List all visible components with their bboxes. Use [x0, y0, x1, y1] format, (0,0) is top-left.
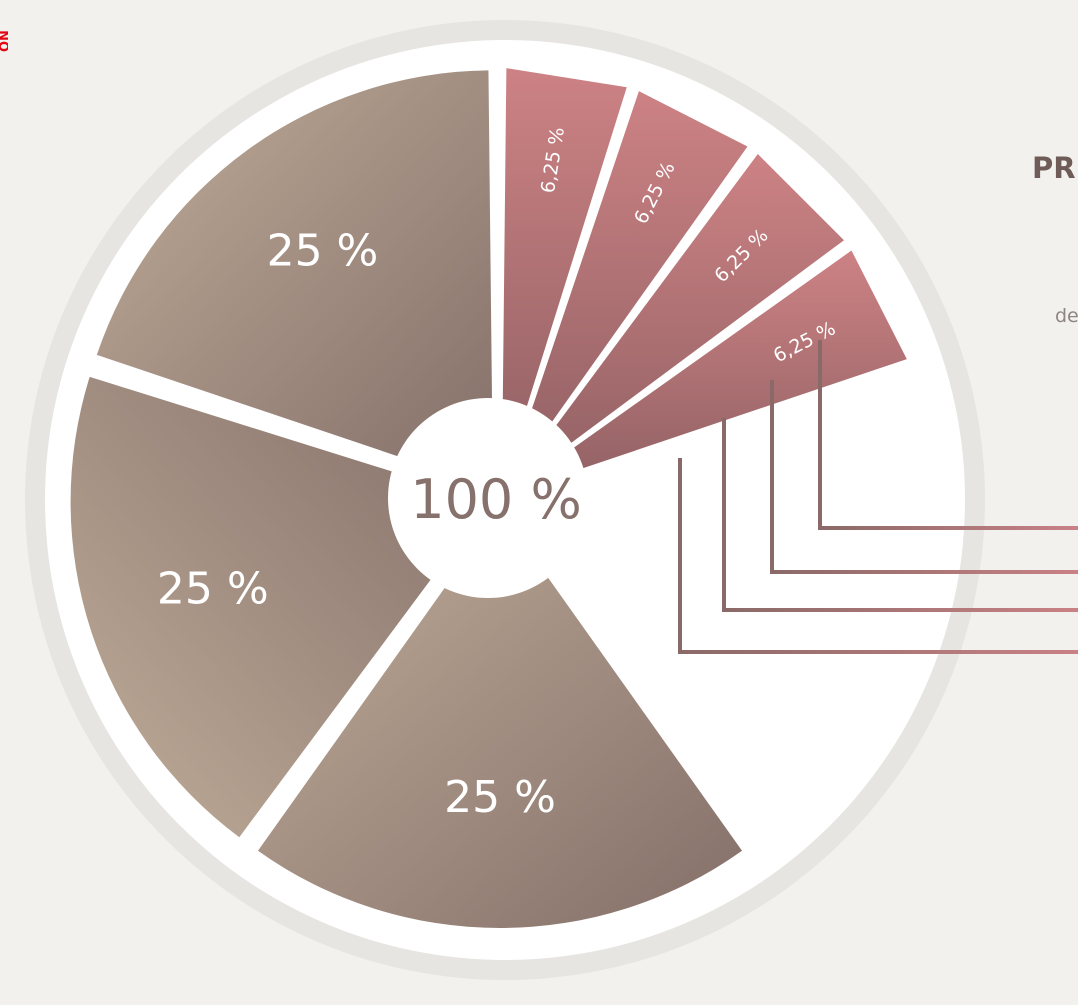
callout-line — [678, 458, 1078, 654]
slice-label-large: 25 % — [444, 772, 556, 823]
pie-slice-large — [257, 510, 743, 928]
section-heading: PR — [1032, 151, 1076, 185]
callout-line — [818, 340, 1078, 530]
pie-slices — [70, 68, 907, 928]
pie-slice-large — [96, 70, 493, 489]
rose-callout-lines — [678, 340, 1078, 654]
section-subtext: de — [1055, 305, 1078, 327]
corner-brand-text: ON — [0, 30, 8, 52]
center-label: 100 % — [410, 468, 582, 531]
pie-slice-small — [510, 250, 907, 493]
pie-slice-small — [505, 91, 748, 488]
center-hole — [388, 398, 588, 598]
slice-label-large: 25 % — [267, 226, 379, 277]
pie-slice-small — [501, 68, 627, 487]
pie-slice-large — [70, 376, 489, 838]
callout-line — [770, 380, 1078, 574]
taupe-callout-lines — [544, 750, 1078, 854]
pie-slice-small — [508, 154, 844, 490]
corner-brand-mark: ON — [0, 8, 8, 52]
callout-line — [722, 418, 1078, 612]
slice-label-large: 25 % — [157, 563, 269, 614]
